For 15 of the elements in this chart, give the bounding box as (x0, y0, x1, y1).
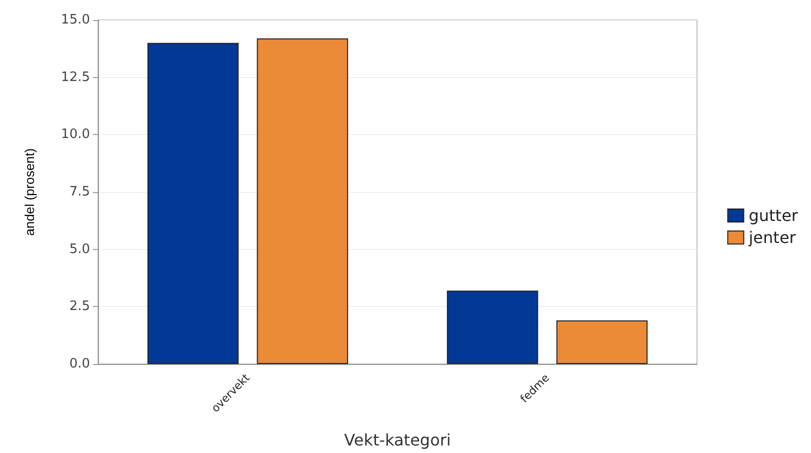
y-tick-label: 5.0 (69, 242, 90, 257)
legend-label: gutter (748, 206, 798, 225)
bar (147, 42, 239, 364)
y-tick-label: 7.5 (69, 184, 90, 200)
x-axis-title: Vekt-kategori (344, 430, 451, 450)
y-tick-label: 12.5 (61, 70, 90, 85)
legend-label: jenter (748, 228, 796, 247)
bar (446, 290, 538, 364)
bar (256, 38, 348, 364)
y-tick-label: 2.5 (69, 299, 90, 314)
y-axis-title: andel (prosent) (22, 148, 37, 236)
y-tick-label: 0.0 (69, 356, 90, 372)
y-tick-label: 10.0 (61, 127, 90, 142)
bar (556, 320, 648, 364)
y-tick-label: 15.0 (61, 12, 90, 28)
